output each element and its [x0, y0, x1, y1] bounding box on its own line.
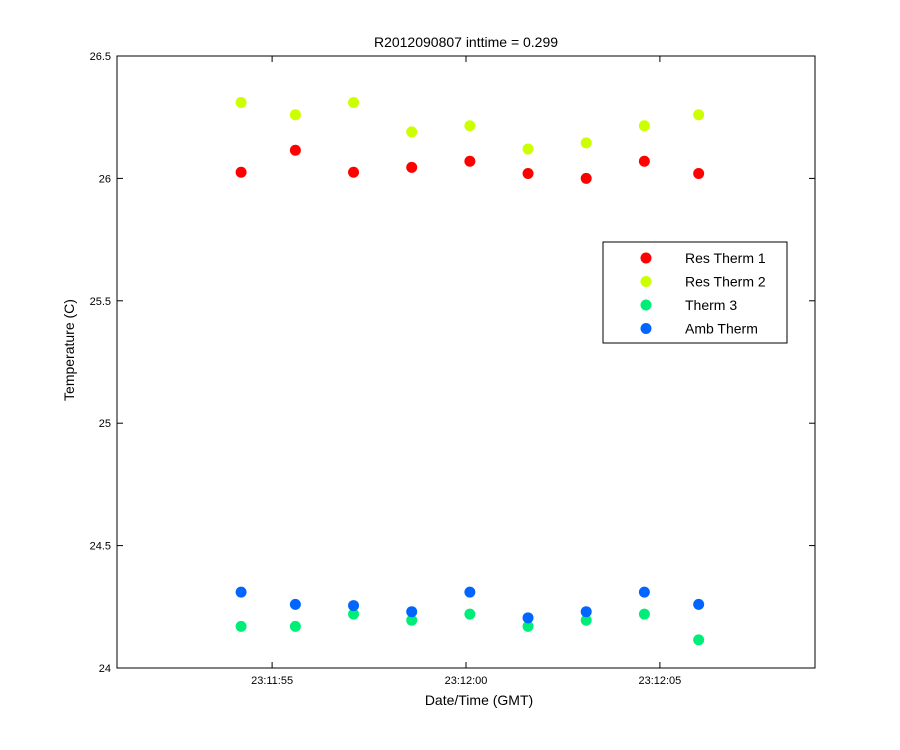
legend-label: Res Therm 2 — [685, 274, 766, 290]
x-axis: 23:11:55 23:12:00 23:12:05 — [251, 56, 681, 687]
y-tick-label: 25.5 — [90, 296, 111, 308]
plot-area — [116, 55, 816, 669]
legend-label: Amb Therm — [685, 321, 758, 337]
legend-label: Therm 3 — [685, 297, 737, 313]
point-res-therm-2 — [348, 97, 360, 109]
point-res-therm-2 — [522, 143, 534, 155]
point-amb-therm — [580, 606, 592, 618]
point-amb-therm — [406, 606, 418, 618]
point-res-therm-1 — [693, 168, 705, 180]
point-therm-3 — [235, 620, 247, 632]
point-amb-therm — [522, 612, 534, 624]
y-tick-label: 25 — [99, 418, 111, 430]
y-tick-label: 24.5 — [90, 541, 111, 553]
y-tick-label: 26.5 — [90, 51, 111, 63]
point-amb-therm — [693, 598, 705, 610]
point-res-therm-2 — [693, 109, 705, 121]
point-res-therm-1 — [289, 144, 301, 156]
point-therm-3 — [348, 608, 360, 620]
chart-title: R2012090807 inttime = 0.299 — [374, 34, 558, 50]
point-res-therm-1 — [522, 168, 534, 180]
legend-marker-therm-3 — [640, 299, 652, 311]
point-therm-3 — [580, 614, 592, 626]
point-res-therm-2 — [638, 120, 650, 132]
legend-box — [602, 241, 788, 344]
point-res-therm-1 — [580, 172, 592, 184]
point-res-therm-1 — [348, 166, 360, 178]
point-therm-3 — [522, 620, 534, 632]
point-res-therm-1 — [406, 161, 418, 173]
point-res-therm-2 — [406, 126, 418, 138]
legend: Res Therm 1 Res Therm 2 Therm 3 Amb Therm — [602, 241, 788, 344]
point-amb-therm — [464, 586, 476, 598]
point-res-therm-1 — [464, 155, 476, 167]
x-tick-label: 23:11:55 — [251, 675, 293, 687]
y-axis: 24 24.5 25 25.5 26 26.5 — [90, 51, 815, 675]
data-points — [235, 97, 705, 646]
point-amb-therm — [235, 586, 247, 598]
x-axis-title: Date/Time (GMT) — [425, 692, 533, 708]
x-tick-label: 23:12:00 — [445, 675, 488, 687]
point-res-therm-2 — [580, 137, 592, 149]
point-therm-3 — [289, 620, 301, 632]
legend-marker-amb-therm — [640, 323, 652, 334]
point-therm-3 — [406, 614, 418, 626]
point-res-therm-2 — [235, 97, 247, 109]
point-therm-3 — [638, 608, 650, 620]
y-axis-title: Temperature (C) — [61, 299, 77, 401]
legend-marker-res-therm-2 — [640, 276, 652, 287]
point-therm-3 — [693, 634, 705, 646]
point-amb-therm — [638, 586, 650, 598]
point-amb-therm — [289, 598, 301, 610]
point-res-therm-1 — [638, 155, 650, 167]
point-therm-3 — [464, 608, 476, 620]
x-tick-label: 23:12:05 — [638, 675, 681, 687]
y-tick-label: 24 — [99, 663, 111, 675]
legend-marker-res-therm-1 — [640, 252, 652, 264]
y-tick-label: 26 — [99, 173, 111, 185]
point-res-therm-2 — [464, 120, 476, 132]
legend-label: Res Therm 1 — [685, 250, 766, 266]
point-res-therm-2 — [289, 109, 301, 121]
point-amb-therm — [348, 600, 360, 612]
point-res-therm-1 — [235, 166, 247, 178]
